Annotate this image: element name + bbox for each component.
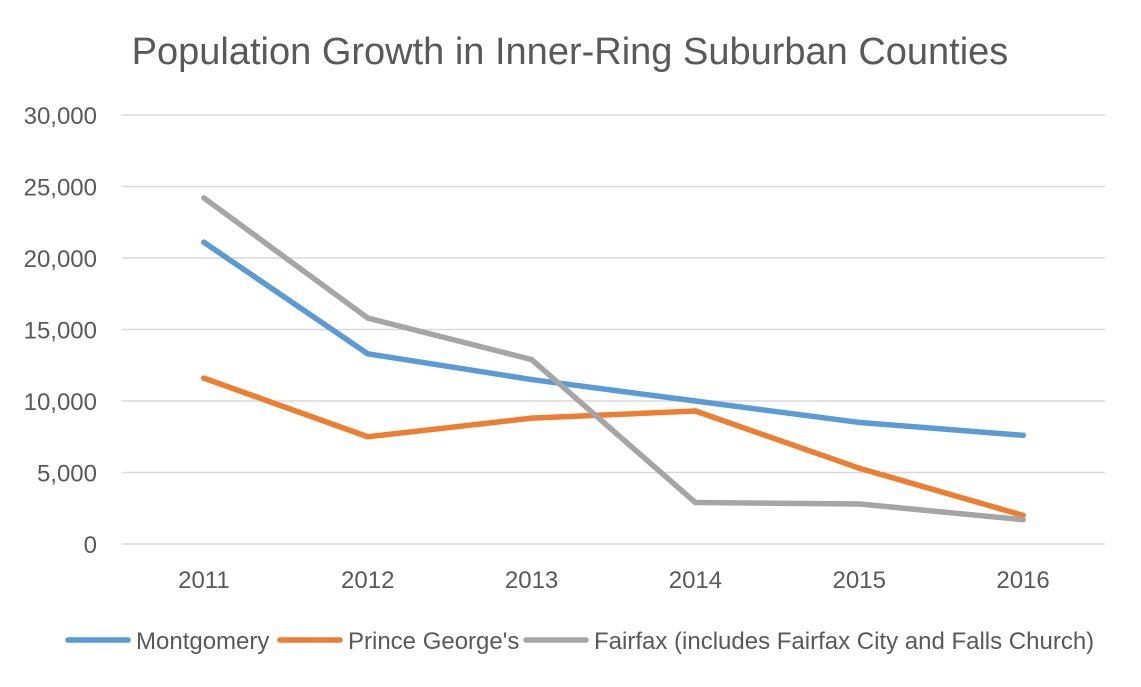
- y-tick-label: 25,000: [24, 175, 97, 202]
- data-point: [1020, 516, 1026, 523]
- y-tick-label: 20,000: [24, 246, 97, 273]
- data-point: [856, 465, 863, 472]
- data-point: [1020, 432, 1026, 439]
- data-point: [856, 419, 863, 426]
- data-point: [364, 433, 371, 440]
- x-tick-label: 2012: [341, 567, 394, 594]
- series-line-2: [201, 195, 1026, 523]
- data-point: [528, 376, 535, 383]
- series-line-0: [201, 239, 1026, 439]
- x-axis-ticks: 2011 2012 2013 2014 2015 2016: [178, 567, 1050, 594]
- y-tick-label: 10,000: [24, 389, 97, 416]
- data-point: [201, 375, 207, 381]
- gridlines: [122, 114, 1105, 545]
- chart-title: Population Growth in Inner-Ring Suburban…: [132, 31, 1009, 73]
- x-tick-label: 2013: [505, 567, 558, 594]
- y-tick-label: 30,000: [24, 103, 97, 130]
- y-axis-ticks: 0 5,000 10,000 15,000 20,000 25,000 30,000: [24, 103, 97, 559]
- data-point: [692, 398, 699, 404]
- data-point: [364, 315, 371, 321]
- data-point: [692, 408, 699, 414]
- data-point: [856, 501, 863, 507]
- data-point: [528, 356, 535, 363]
- x-tick-label: 2015: [833, 567, 886, 594]
- y-tick-label: 0: [84, 532, 97, 559]
- series-lines: [201, 195, 1026, 523]
- data-point: [201, 195, 207, 201]
- y-tick-label: 5,000: [37, 461, 97, 488]
- data-point: [528, 415, 535, 421]
- x-tick-label: 2014: [669, 567, 722, 594]
- legend-label: Prince George's: [348, 628, 519, 655]
- data-point: [201, 239, 207, 246]
- data-point: [692, 499, 699, 506]
- legend: Montgomery Prince George's Fairfax (includ…: [65, 628, 1094, 655]
- x-tick-label: 2011: [178, 567, 230, 594]
- legend-label: Fairfax (includes Fairfax City and Falls…: [594, 628, 1094, 655]
- series-line-1: [201, 375, 1026, 519]
- x-tick-label: 2016: [996, 567, 1049, 594]
- legend-label: Montgomery: [136, 628, 269, 655]
- y-tick-label: 15,000: [24, 318, 97, 345]
- data-point: [364, 351, 371, 357]
